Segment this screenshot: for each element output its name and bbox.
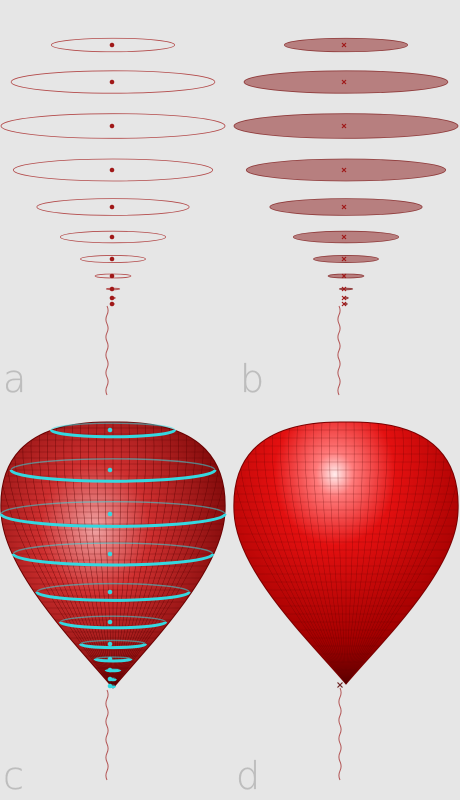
section-filled-3 — [233, 113, 459, 139]
section-center-dot-6 — [109, 234, 115, 240]
panel-d-solid-balloon — [233, 421, 459, 781]
section-center-cross-1 — [341, 42, 347, 48]
panel-b-filled-sections — [233, 37, 459, 396]
section-filled-7 — [313, 255, 379, 263]
section-ring-front-3 — [0, 513, 227, 528]
panel-c-wireframe-balloon — [0, 421, 227, 781]
section-center-cross-8 — [341, 273, 347, 279]
section-ring-center-1 — [107, 427, 113, 433]
section-center-dot-8 — [109, 273, 115, 279]
section-filled-5 — [269, 198, 423, 216]
section-filled-4 — [245, 158, 447, 182]
panel-label-b: b — [240, 357, 265, 401]
section-center-dot-5 — [109, 204, 115, 210]
section-center-cross-3 — [341, 123, 347, 129]
section-ring-back-4 — [12, 542, 214, 555]
section-outline-4 — [12, 158, 214, 182]
balloon-knot-mark — [337, 682, 343, 688]
section-ring-center-5 — [107, 589, 113, 595]
section-center-cross-4 — [341, 167, 347, 173]
section-outline-7 — [80, 255, 146, 263]
section-outline-5 — [36, 198, 190, 216]
section-center-dot-10 — [109, 295, 115, 301]
section-ring-front-4 — [11, 553, 215, 567]
section-outline-6 — [59, 230, 167, 244]
section-center-dot-3 — [109, 123, 115, 129]
section-center-cross-10 — [341, 295, 347, 301]
section-ring-back-6 — [59, 615, 167, 623]
section-ring-front-6 — [58, 621, 168, 630]
section-center-dot-2 — [109, 79, 115, 85]
section-ring-center-3 — [107, 511, 113, 517]
section-ring-front-5 — [35, 591, 191, 602]
section-filled-6 — [292, 230, 400, 244]
section-outline-2 — [10, 70, 216, 94]
section-ring-front-9 — [104, 668, 122, 673]
section-ring-back-7 — [79, 639, 147, 645]
section-center-dot-9 — [109, 286, 115, 292]
section-ring-center-8 — [107, 656, 113, 662]
section-ring-back-1 — [50, 422, 176, 431]
section-ring-center-2 — [107, 467, 113, 473]
section-ring-center-9 — [107, 667, 113, 673]
balloon-string-b — [337, 305, 341, 396]
section-ring-front-7 — [79, 643, 147, 650]
panel-label-d: d — [236, 754, 261, 798]
section-outline-1 — [51, 37, 175, 53]
balloon-string-c — [105, 689, 109, 781]
section-filled-1 — [283, 37, 408, 53]
section-filled-9 — [338, 287, 354, 291]
panel-label-a: a — [3, 357, 27, 401]
section-ring-front-1 — [49, 429, 177, 439]
section-ring-back-9 — [105, 668, 121, 671]
section-ring-back-2 — [10, 458, 216, 471]
section-center-cross-11 — [341, 301, 347, 307]
section-center-dot-11 — [109, 301, 115, 307]
section-center-cross-2 — [341, 79, 347, 85]
section-ring-back-5 — [36, 582, 190, 593]
section-ring-front-8 — [93, 657, 133, 663]
section-center-cross-7 — [341, 256, 347, 262]
section-center-dot-4 — [109, 167, 115, 173]
section-center-dot-1 — [109, 42, 115, 48]
balloon-string-a — [105, 305, 109, 396]
section-filled-2 — [243, 70, 449, 94]
section-center-cross-5 — [341, 204, 347, 210]
section-center-dot-7 — [109, 256, 115, 262]
section-ring-back-3 — [0, 500, 226, 515]
section-ring-center-11 — [107, 683, 113, 689]
section-center-cross-6 — [341, 234, 347, 240]
section-center-cross-9 — [341, 286, 347, 292]
section-ring-center-10 — [107, 676, 113, 682]
section-ring-front-2 — [9, 469, 217, 483]
section-outline-3 — [0, 113, 226, 139]
balloon-string-d — [338, 687, 342, 781]
section-ring-center-4 — [107, 551, 113, 557]
section-ring-center-6 — [107, 619, 113, 625]
section-ring-center-7 — [107, 641, 113, 647]
panel-label-c: c — [3, 754, 24, 798]
panel-a-outline-sections — [0, 37, 226, 396]
